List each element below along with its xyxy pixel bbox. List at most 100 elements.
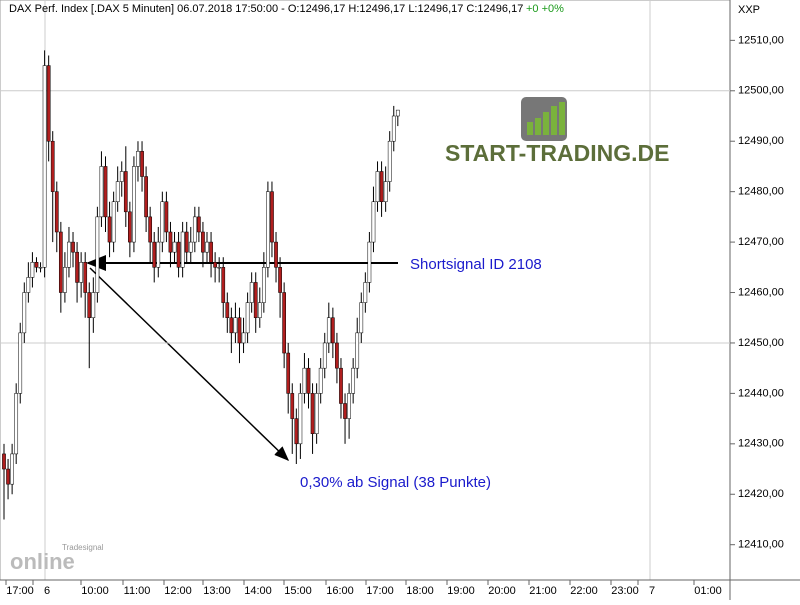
candle-body xyxy=(168,231,173,253)
y-tick-label: 12510,00 xyxy=(738,34,784,46)
candle-body xyxy=(79,262,83,283)
candle-body xyxy=(306,367,311,394)
x-tick-label: 14:00 xyxy=(244,585,272,597)
candle-body xyxy=(205,241,209,253)
candle-body xyxy=(395,109,400,117)
x-tick-label: 12:00 xyxy=(164,585,192,597)
candle-body xyxy=(363,282,368,303)
candle-body xyxy=(119,171,124,182)
candle-body xyxy=(107,216,112,243)
candle-body xyxy=(371,201,376,243)
candle-body xyxy=(188,241,193,253)
y-tick-label: 12490,00 xyxy=(738,135,784,147)
candle-body xyxy=(192,216,197,243)
candle-body xyxy=(286,352,291,394)
candle-body xyxy=(197,216,201,233)
candle-body xyxy=(290,393,295,419)
x-tick-label: 13:00 xyxy=(203,585,231,597)
candle-body xyxy=(160,201,165,243)
candle-body xyxy=(132,166,136,243)
x-tick-label: 15:00 xyxy=(284,585,312,597)
candle-body xyxy=(343,403,347,419)
candle-body xyxy=(2,453,6,470)
candle-body xyxy=(213,262,217,268)
y-tick-label: 12500,00 xyxy=(738,85,784,97)
logo: START-TRADING.DE xyxy=(445,97,669,166)
candle-body xyxy=(184,231,189,253)
candle-body xyxy=(379,171,384,202)
x-tick-label: 21:00 xyxy=(529,585,557,597)
candle-body xyxy=(253,282,258,318)
candle-body xyxy=(42,65,47,268)
candle-body xyxy=(91,292,96,318)
x-tick-label: 17:00 xyxy=(366,585,394,597)
x-tick-label: 16:00 xyxy=(326,585,354,597)
candle-body xyxy=(34,262,39,268)
candle-body xyxy=(67,241,71,268)
x-tick-label: 22:00 xyxy=(570,585,598,597)
candle-body xyxy=(314,393,319,434)
annotation: 0,30% ab Signal (38 Punkte) xyxy=(300,474,491,491)
candle-body xyxy=(261,267,266,303)
candle-body xyxy=(10,453,14,485)
candle-body xyxy=(14,393,19,455)
candle-body xyxy=(266,191,270,268)
candle-body xyxy=(201,231,205,253)
target-arrow xyxy=(89,267,290,462)
x-tick-label: 23:00 xyxy=(611,585,639,597)
candle-body xyxy=(302,367,307,394)
candle-body xyxy=(111,201,116,243)
candle-body xyxy=(123,171,128,213)
candle-body xyxy=(152,241,157,268)
candle-body xyxy=(237,317,242,344)
chart-title: DAX Perf. Index [.DAX 5 Minuten] 06.07.2… xyxy=(9,3,523,15)
candle-body xyxy=(233,317,238,334)
candle-body xyxy=(58,231,63,293)
candle-body xyxy=(318,367,323,394)
candle-body xyxy=(326,317,331,344)
y-tick-label: 12460,00 xyxy=(738,286,784,298)
candle-body xyxy=(22,292,27,334)
candle-body xyxy=(128,211,132,243)
candle-body xyxy=(278,267,282,293)
candle-body xyxy=(217,267,222,269)
logo-text: START-TRADING.DE xyxy=(445,140,669,166)
candle-body xyxy=(367,241,372,283)
candle-body xyxy=(339,367,343,404)
candle-body xyxy=(115,181,120,202)
x-tick-label: 17:00 xyxy=(6,585,34,597)
x-tick-label: 19:00 xyxy=(447,585,475,597)
candle-body xyxy=(331,317,335,344)
candle-body xyxy=(245,302,250,334)
candle-body xyxy=(99,166,104,218)
y-tick-label: 12440,00 xyxy=(738,387,784,399)
candle-body xyxy=(46,65,51,142)
candle-body xyxy=(241,332,246,344)
candle-body xyxy=(156,241,161,268)
candle-body xyxy=(140,151,144,177)
y-tick-label: 12470,00 xyxy=(738,236,784,248)
candle-body xyxy=(310,393,315,434)
candle-body xyxy=(359,302,364,334)
axis-label: XXP xyxy=(738,4,760,16)
candle-body xyxy=(387,140,392,182)
candle-body xyxy=(351,367,356,394)
y-tick-label: 12480,00 xyxy=(738,186,784,198)
candle-body xyxy=(87,292,92,318)
x-tick-label: 7 xyxy=(649,585,655,597)
annotation: Shortsignal ID 2108 xyxy=(410,256,542,273)
candle-body xyxy=(18,332,23,394)
candle-body xyxy=(274,241,278,268)
candle-body xyxy=(38,267,43,269)
candle-body xyxy=(50,140,55,192)
y-tick-label: 12430,00 xyxy=(738,438,784,450)
candle-body xyxy=(30,262,35,278)
candle-body xyxy=(270,191,274,243)
y-tick-label: 12410,00 xyxy=(738,539,784,551)
candle-body xyxy=(322,342,327,369)
candle-body xyxy=(282,292,286,354)
candle-body xyxy=(391,115,396,142)
change: +0 +0% xyxy=(526,3,564,15)
